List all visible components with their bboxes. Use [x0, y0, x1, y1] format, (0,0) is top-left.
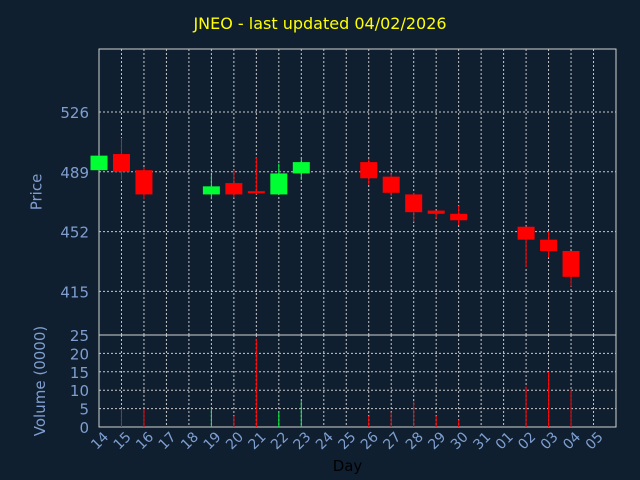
candle-body — [135, 170, 153, 195]
candle-body — [112, 154, 130, 172]
day-tick-label: 30 — [448, 429, 472, 453]
price-tick-label: 526 — [60, 104, 89, 122]
day-tick-label: 02 — [515, 429, 539, 453]
day-tick-label: 18 — [178, 429, 202, 453]
candle-body — [562, 250, 580, 277]
candle-body — [247, 191, 265, 194]
day-tick-label: 19 — [201, 429, 225, 453]
candle-body — [405, 194, 423, 213]
volume-tick-label: 10 — [70, 382, 89, 400]
candle-body — [202, 186, 220, 195]
day-tick-label: 24 — [313, 429, 337, 453]
day-axis-label: Day — [332, 457, 363, 475]
candle-body — [90, 155, 108, 171]
price-tick-label: 452 — [60, 224, 89, 242]
candle-body — [517, 226, 535, 240]
day-tick-label: 01 — [493, 429, 517, 453]
candle-body — [360, 162, 378, 179]
day-tick-label: 25 — [335, 429, 359, 453]
candle-body — [540, 239, 558, 251]
day-tick-label: 27 — [380, 429, 404, 453]
day-tick-label: 29 — [425, 429, 449, 453]
price-tick-label: 415 — [60, 283, 89, 301]
volume-tick-label: 0 — [79, 419, 89, 437]
candle-body — [427, 210, 445, 214]
candle-body — [382, 176, 400, 193]
day-tick-label: 15 — [111, 429, 135, 453]
price-panel-frame — [98, 48, 617, 336]
candle-body — [292, 162, 310, 174]
candle-body — [270, 173, 288, 195]
day-tick-label: 04 — [560, 429, 584, 453]
volume-panel-frame — [98, 334, 617, 428]
day-tick-label: 20 — [223, 429, 247, 453]
day-tick-label: 21 — [246, 429, 270, 453]
candle-body — [450, 213, 468, 221]
price-tick-label: 489 — [60, 164, 89, 182]
candle-body — [225, 183, 243, 195]
day-tick-label: 17 — [156, 429, 180, 453]
day-tick-label: 14 — [88, 429, 112, 453]
volume-tick-label: 25 — [70, 327, 89, 345]
day-tick-label: 23 — [291, 429, 315, 453]
day-tick-label: 28 — [403, 429, 427, 453]
day-tick-label: 03 — [538, 429, 562, 453]
day-tick-label: 31 — [470, 429, 494, 453]
volume-tick-label: 20 — [70, 345, 89, 363]
chart-title: JNEO - last updated 04/02/2026 — [193, 14, 447, 33]
day-tick-label: 05 — [583, 429, 607, 453]
volume-tick-label: 5 — [79, 401, 89, 419]
volume-tick-label: 15 — [70, 364, 89, 382]
day-tick-label: 26 — [358, 429, 382, 453]
day-tick-label: 16 — [133, 429, 157, 453]
day-tick-label: 22 — [268, 429, 292, 453]
